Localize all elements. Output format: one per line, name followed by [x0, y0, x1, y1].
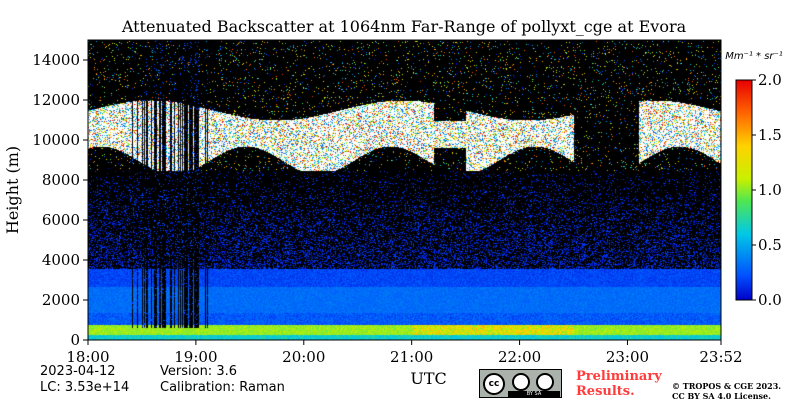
y-axis: 0 2000 4000 6000 8000 10000 12000 14000: [32, 51, 88, 349]
cc-license-badge: cc BY SA: [479, 369, 562, 398]
backscatter-heatmap: [88, 40, 721, 340]
y-tick-label: 12000: [32, 91, 80, 109]
colorbar-tick-label: 2.0: [758, 71, 782, 89]
footer-calibration: Calibration: Raman: [160, 380, 285, 395]
y-tick-label: 14000: [32, 51, 80, 69]
footer-date: 2023-04-12: [40, 364, 116, 379]
x-axis-label: UTC: [410, 369, 446, 388]
y-tick-label: 8000: [42, 171, 80, 189]
colorbar-tick-label: 0.0: [758, 291, 782, 309]
copyright-line-2: CC BY SA 4.0 License.: [672, 391, 771, 401]
colorbar-tick-label: 1.5: [758, 126, 782, 144]
plot-frame: [87, 39, 722, 341]
x-axis: 18:00 19:00 20:00 21:00 22:00 23:00 23:52: [66, 340, 743, 366]
x-tick-label: 22:00: [498, 348, 541, 366]
y-tick-label: 4000: [42, 251, 80, 269]
copyright-line-1: © TROPOS & CGE 2023.: [672, 381, 782, 391]
colorbar-unit-label: Mm⁻¹ * sr⁻¹: [725, 51, 783, 62]
preliminary-notice: Preliminary Results.: [576, 369, 662, 399]
footer-version: Version: 3.6: [160, 364, 237, 379]
copyright-notice: © TROPOS & CGE 2023. CC BY SA 4.0 Licens…: [672, 381, 781, 401]
footer-lidar-constant: LC: 3.53e+14: [40, 380, 130, 395]
y-axis-label: Height (m): [3, 146, 22, 234]
y-tick-label: 10000: [32, 131, 80, 149]
x-tick-label: 23:52: [699, 348, 742, 366]
x-tick-label: 19:00: [174, 348, 217, 366]
chart-title: Attenuated Backscatter at 1064nm Far-Ran…: [121, 17, 687, 36]
x-tick-label: 23:00: [606, 348, 649, 366]
y-tick-label: 6000: [42, 211, 80, 229]
colorbar: 0.0 0.5 1.0 1.5 2.0 Mm⁻¹ * sr⁻¹: [725, 51, 783, 309]
colorbar-ticks: 0.0 0.5 1.0 1.5 2.0: [752, 71, 782, 309]
preliminary-line-2: Results.: [576, 384, 635, 399]
colorbar-gradient: [735, 79, 753, 301]
cc-sa-icon: [536, 373, 554, 391]
colorbar-tick-label: 1.0: [758, 181, 782, 199]
y-tick-label: 2000: [42, 291, 80, 309]
preliminary-line-1: Preliminary: [576, 369, 662, 384]
plot-area: [87, 39, 722, 341]
x-tick-label: 18:00: [66, 348, 109, 366]
x-tick-label: 21:00: [390, 348, 433, 366]
cc-logo-icon: cc: [483, 373, 505, 395]
x-tick-label: 20:00: [282, 348, 325, 366]
cc-strip: BY SA: [508, 391, 560, 397]
cc-by-icon: [512, 373, 530, 391]
y-tick-label: 0: [70, 331, 80, 349]
colorbar-tick-label: 0.5: [758, 236, 782, 254]
